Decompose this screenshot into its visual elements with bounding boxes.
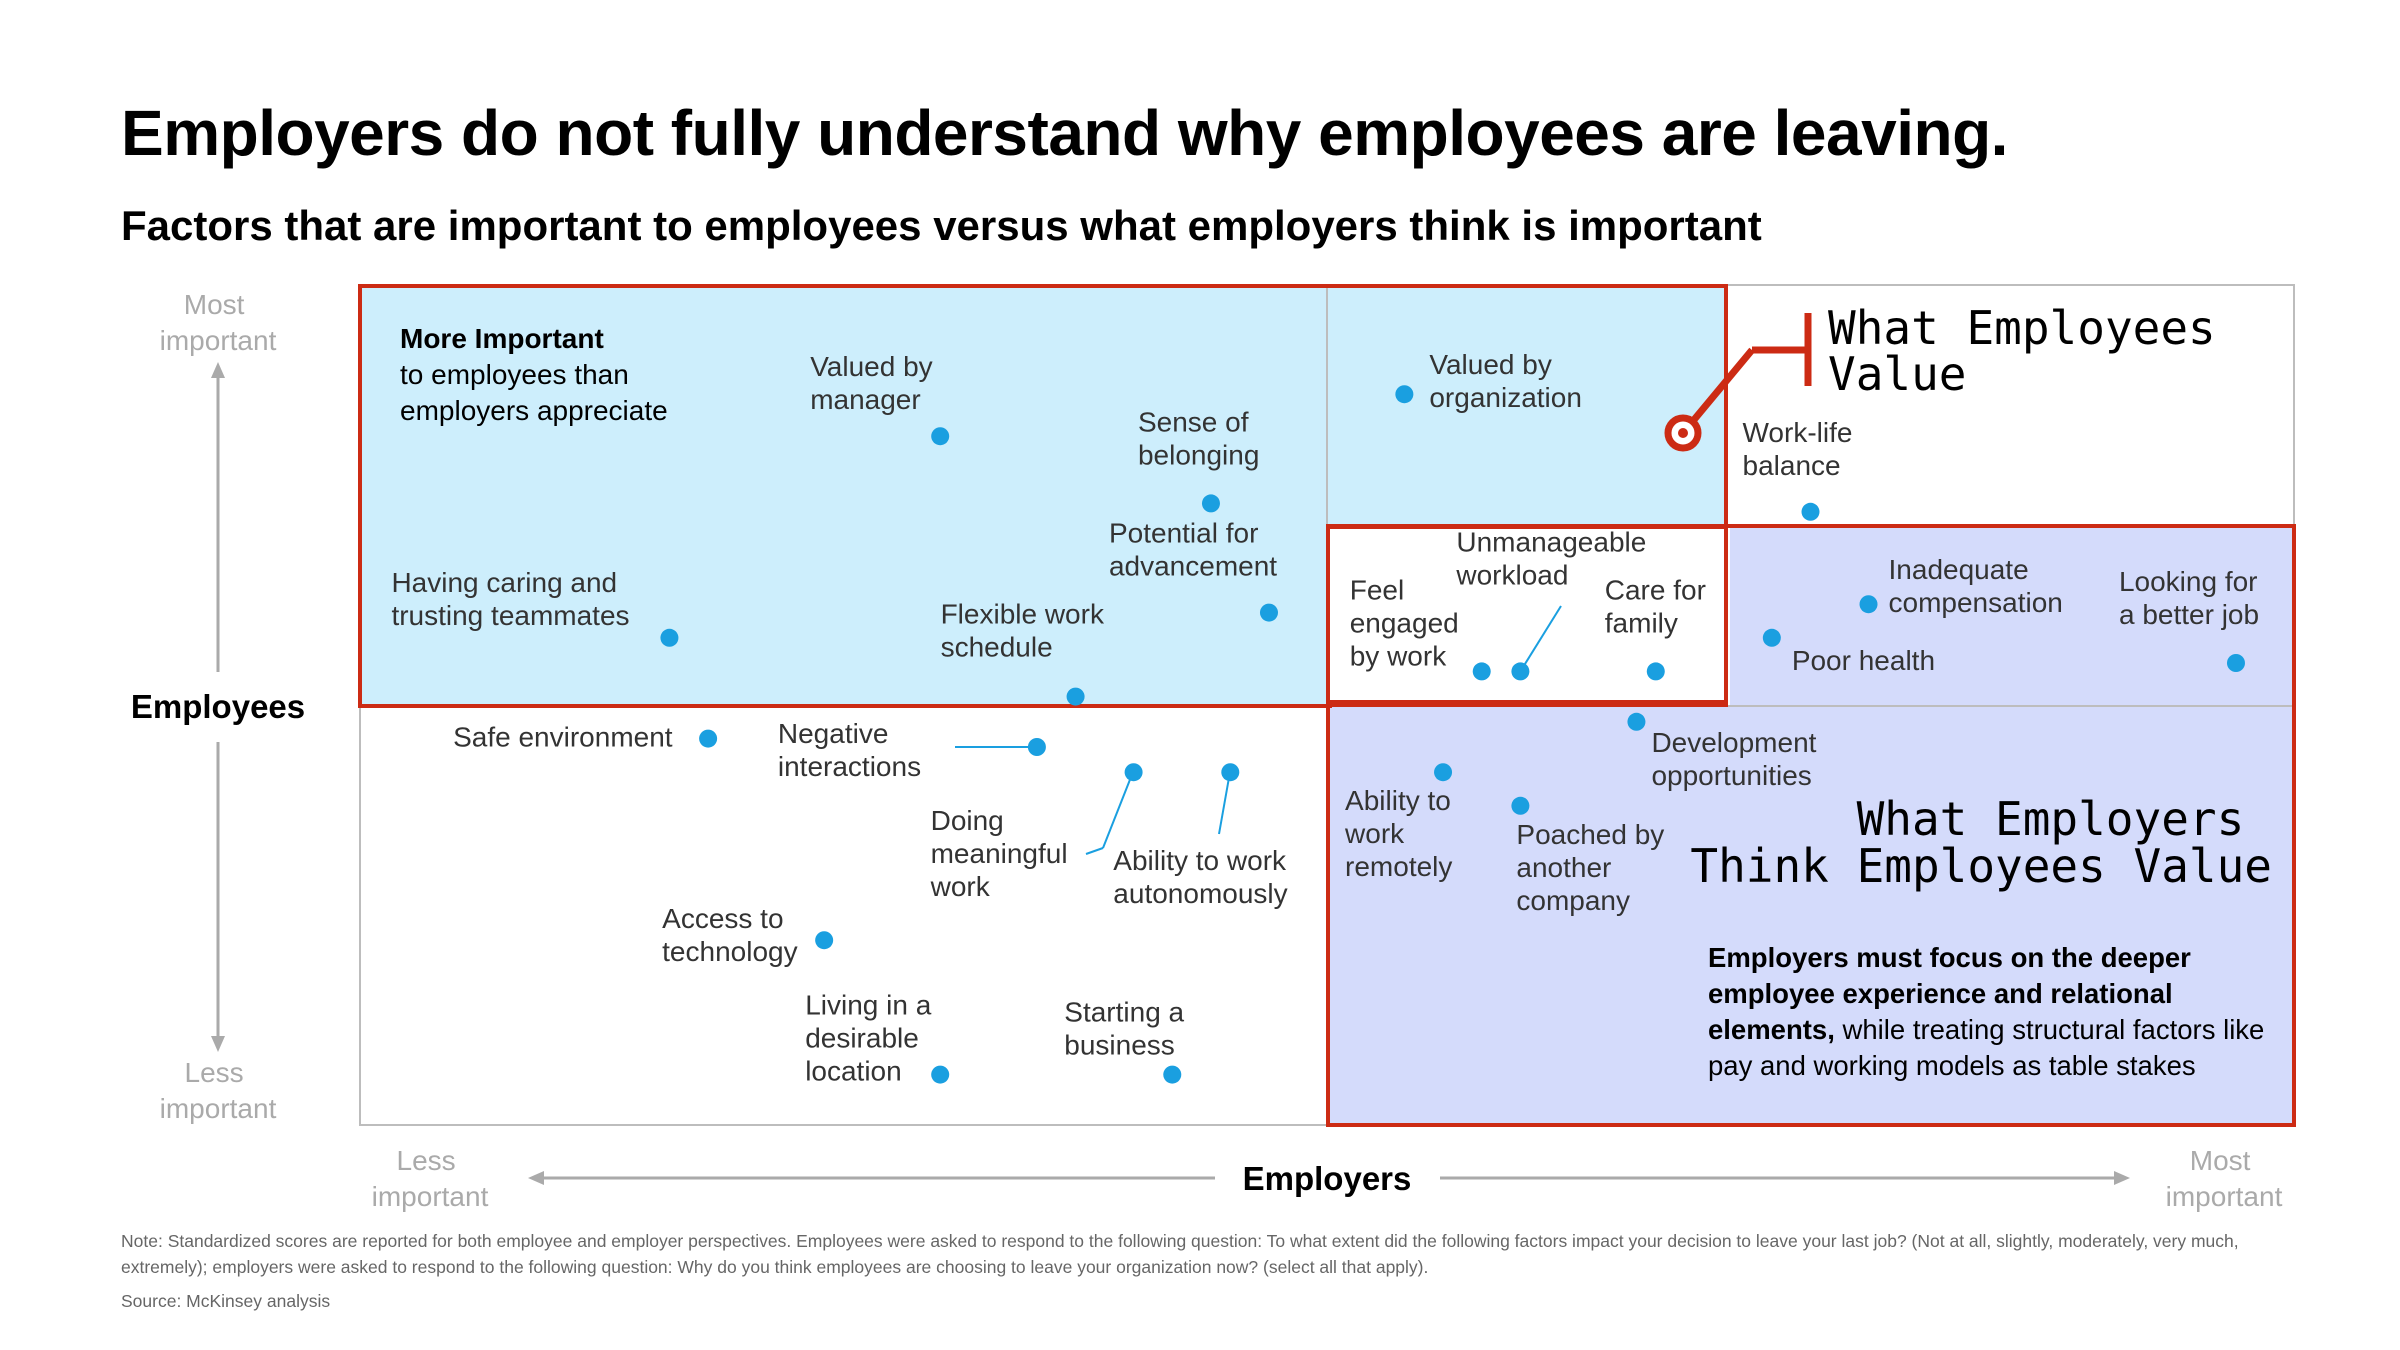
label-starting-a-business: Starting a business [1064,997,1184,1061]
label-care-for-family: Care for family [1605,574,1706,638]
page-title: Employers do not fully understand why em… [121,97,2008,169]
employers-region-lower [1330,707,2294,1125]
more-important-text: to employees than employers appreciate [400,359,668,426]
employers-value-label-line2: Think Employees Value [1690,839,2272,893]
point-inadequate-compensation [1859,595,1878,614]
label-flexible-work-schedule: Flexible work schedule [941,599,1105,663]
point-flexible-work-schedule [1066,687,1085,706]
point-potential-for-advancement [1259,603,1278,622]
point-care-for-family [1646,662,1665,681]
point-valued-by-manager [931,427,950,446]
point-ability-to-work-autonomously [1221,763,1240,782]
point-feel-engaged-by-work [1472,662,1491,681]
x-axis-low-tick: Less important [372,1145,489,1212]
point-starting-a-business [1163,1065,1182,1084]
point-sense-of-belonging [1201,494,1220,513]
label-feel-engaged-by-work: Feel engaged by work [1350,574,1459,671]
label-development-opportunities: Development opportunities [1651,727,1816,791]
label-ability-to-work-remotely: Ability to work remotely [1344,785,1452,882]
point-looking-for-a-better-job [2226,654,2245,672]
more-important-heading: More Important [400,323,604,354]
page-subtitle: Factors that are important to employees … [121,202,1762,249]
y-axis-title: Employees [131,688,305,725]
scatter-points [660,385,2245,1084]
employees-value-connector [1664,313,1812,452]
point-poor-health [1762,628,1781,647]
point-having-caring-and-trusting-teammates [660,628,679,647]
callout-text: Employers must focus on the deeper emplo… [1708,940,2288,1084]
label-valued-by-organization: Valued by organization [1429,349,1582,413]
label-unmanageable-workload: Unmanageable workload [1455,526,1646,590]
employers-value-outline [1326,524,2296,1127]
footnote: Note: Standardized scores are reported f… [121,1231,2239,1277]
label-access-to-technology: Access to technology [662,903,797,967]
y-axis-low-tick: Less important [160,1057,277,1124]
label-living-in-a-desirable-location: Living in a desirable location [805,990,932,1087]
x-axis-title: Employers [1243,1160,1412,1197]
employees-value-label: What Employees Value [1828,301,2243,401]
label-poor-health: Poor health [1792,645,1935,676]
point-development-opportunities [1627,712,1646,731]
label-looking-for-a-better-job: Looking for a better job [2119,566,2259,630]
point-living-in-a-desirable-location [931,1065,950,1084]
label-doing-meaningful-work: Doing meaningful work [930,805,1068,902]
callout-rest: while treating structural factors like p… [1708,1014,2265,1081]
label-potential-for-advancement: Potential for advancement [1109,518,1277,582]
label-work-life-balance: Work-life balance [1743,417,1853,481]
label-negative-interactions: Negative interactions [778,718,921,782]
employers-value-label-line1: What Employers [1857,792,2245,846]
callout-bold: Employers must focus on the deeper emplo… [1708,942,2191,1045]
label-inadequate-compensation: Inadequate compensation [1889,554,2063,618]
employees-value-label-line1: What Employees [1828,301,2216,355]
point-unmanageable-workload [1511,662,1530,681]
point-safe-environment [699,729,718,748]
label-having-caring-and-trusting-teammates: Having caring and trusting teammates [391,567,629,631]
point-poached-by-another-company [1511,796,1530,815]
label-sense-of-belonging: Sense of belonging [1138,406,1259,470]
leader-lines [955,605,1562,855]
point-access-to-technology [815,931,834,950]
employers-region [1730,527,2294,707]
point-ability-to-work-remotely [1434,763,1453,782]
label-ability-to-work-autonomously: Ability to work autonomously [1113,845,1287,909]
label-safe-environment: Safe environment [453,722,673,753]
source-note: Source: McKinsey analysis [121,1291,331,1311]
employers-value-label: What Employers Think Employees Value [1690,792,2272,893]
label-poached-by-another-company: Poached by another company [1516,819,1664,916]
y-axis-high-tick: Most important [160,289,277,356]
point-work-life-balance [1801,502,1820,521]
point-labels: Valued by manager Sense of belonging Having … [391,349,2259,1086]
x-axis-high-tick: Most important [2166,1145,2283,1212]
point-doing-meaningful-work [1124,763,1143,782]
label-valued-by-manager: Valued by manager [810,351,932,415]
point-negative-interactions [1027,738,1046,756]
point-valued-by-organization [1395,385,1414,404]
employees-value-label-line2: Value [1828,347,1966,401]
